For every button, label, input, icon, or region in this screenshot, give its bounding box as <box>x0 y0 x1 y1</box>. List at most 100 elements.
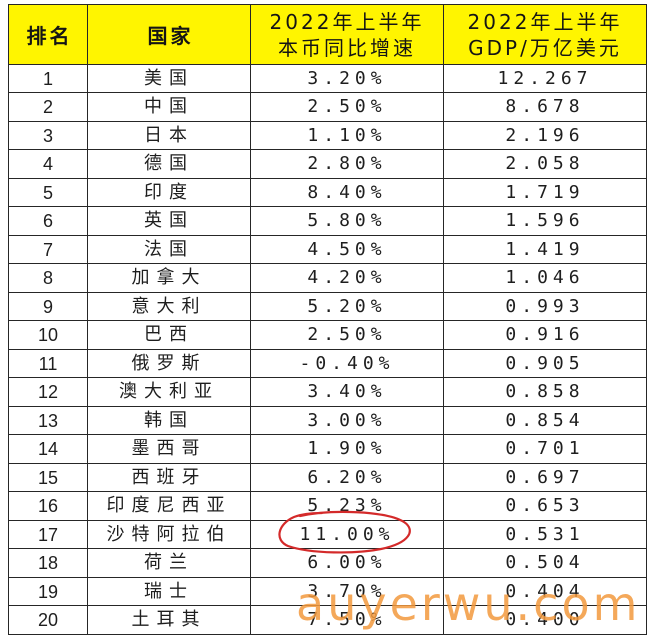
gdp-cell: 0.504 <box>443 548 647 578</box>
table-row: 19 瑞士 3.70% 0.404 <box>8 577 647 606</box>
header-country: 国家 <box>87 4 251 65</box>
country-cell: 瑞士 <box>87 577 251 606</box>
country-cell: 日本 <box>87 121 251 150</box>
growth-cell: 5.80% <box>250 206 444 236</box>
gdp-cell: 0.697 <box>443 463 647 492</box>
rank-cell: 20 <box>8 605 88 635</box>
header-growth-line-2: 本币同比增速 <box>278 35 416 60</box>
gdp-cell: 0.653 <box>443 491 647 521</box>
table-row: 3 日本 1.10% 2.196 <box>8 121 647 150</box>
gdp-cell: 0.993 <box>443 292 647 321</box>
header-gdp-line-1: 2022年上半年 <box>467 9 623 34</box>
growth-cell: 11.00% <box>250 520 444 549</box>
table-row: 13 韩国 3.00% 0.854 <box>8 406 647 435</box>
rank-cell: 16 <box>8 491 88 521</box>
country-cell: 沙特阿拉伯 <box>87 520 251 549</box>
country-cell: 意大利 <box>87 292 251 321</box>
growth-cell: 6.20% <box>250 463 444 492</box>
table-row: 6 英国 5.80% 1.596 <box>8 206 647 236</box>
table-row: 17 沙特阿拉伯 11.00% 0.531 <box>8 520 647 549</box>
rank-cell: 12 <box>8 377 88 407</box>
growth-cell: 1.10% <box>250 121 444 150</box>
rank-cell: 8 <box>8 263 88 293</box>
growth-cell: 6.00% <box>250 548 444 578</box>
growth-cell: 4.20% <box>250 263 444 293</box>
rank-cell: 3 <box>8 121 88 150</box>
growth-cell: 2.80% <box>250 149 444 179</box>
gdp-cell: 12.267 <box>443 64 647 93</box>
rank-cell: 6 <box>8 206 88 236</box>
growth-cell: 5.23% <box>250 491 444 521</box>
header-rank: 排名 <box>8 4 88 65</box>
country-cell: 澳大利亚 <box>87 377 251 407</box>
table-header: 排名 国家 2022年上半年 本币同比增速 2022年上半年 GDP/万亿美元 <box>8 4 647 65</box>
gdp-cell: 0.404 <box>443 577 647 606</box>
table-row: 5 印度 8.40% 1.719 <box>8 178 647 207</box>
country-cell: 荷兰 <box>87 548 251 578</box>
gdp-cell: 0.701 <box>443 434 647 464</box>
header-growth: 2022年上半年 本币同比增速 <box>250 4 444 65</box>
growth-cell: 2.50% <box>250 320 444 350</box>
growth-cell: 5.20% <box>250 292 444 321</box>
rank-cell: 13 <box>8 406 88 435</box>
table-header-row: 排名 国家 2022年上半年 本币同比增速 2022年上半年 GDP/万亿美元 <box>8 4 647 65</box>
country-cell: 法国 <box>87 235 251 264</box>
country-cell: 美国 <box>87 64 251 93</box>
country-cell: 西班牙 <box>87 463 251 492</box>
table-row: 8 加拿大 4.20% 1.046 <box>8 263 647 293</box>
growth-cell: 4.50% <box>250 235 444 264</box>
header-gdp-line-2: GDP/万亿美元 <box>468 35 622 60</box>
growth-cell: 3.70% <box>250 577 444 606</box>
growth-cell: 2.50% <box>250 92 444 122</box>
country-cell: 韩国 <box>87 406 251 435</box>
header-gdp: 2022年上半年 GDP/万亿美元 <box>443 4 647 65</box>
country-cell: 土耳其 <box>87 605 251 635</box>
table-row: 9 意大利 5.20% 0.993 <box>8 292 647 321</box>
gdp-cell: 0.854 <box>443 406 647 435</box>
rank-cell: 9 <box>8 292 88 321</box>
table-row: 18 荷兰 6.00% 0.504 <box>8 548 647 578</box>
country-cell: 中国 <box>87 92 251 122</box>
rank-cell: 2 <box>8 92 88 122</box>
growth-cell: 3.00% <box>250 406 444 435</box>
table-row: 16 印度尼西亚 5.23% 0.653 <box>8 491 647 521</box>
rank-cell: 17 <box>8 520 88 549</box>
rank-cell: 4 <box>8 149 88 179</box>
table-row: 14 墨西哥 1.90% 0.701 <box>8 434 647 464</box>
header-growth-line-1: 2022年上半年 <box>269 9 425 34</box>
table-row: 2 中国 2.50% 8.678 <box>8 92 647 122</box>
country-cell: 印度尼西亚 <box>87 491 251 521</box>
table-body: 1 美国 3.20% 12.267 2 中国 2.50% 8.678 3 日本 1.10% 2.196… <box>8 64 647 635</box>
gdp-cell: 0.400 <box>443 605 647 635</box>
rank-cell: 15 <box>8 463 88 492</box>
rank-cell: 1 <box>8 64 88 93</box>
table-row: 4 德国 2.80% 2.058 <box>8 149 647 179</box>
gdp-cell: 1.419 <box>443 235 647 264</box>
gdp-cell: 0.916 <box>443 320 647 350</box>
growth-cell: -0.40% <box>250 349 444 378</box>
country-cell: 加拿大 <box>87 263 251 293</box>
rank-cell: 19 <box>8 577 88 606</box>
gdp-cell: 0.531 <box>443 520 647 549</box>
growth-cell: 8.40% <box>250 178 444 207</box>
table-row: 20 土耳其 7.50% 0.400 <box>8 605 647 635</box>
rank-cell: 5 <box>8 178 88 207</box>
gdp-cell: 0.858 <box>443 377 647 407</box>
rank-cell: 14 <box>8 434 88 464</box>
rank-cell: 11 <box>8 349 88 378</box>
table-row: 10 巴西 2.50% 0.916 <box>8 320 647 350</box>
table-row: 15 西班牙 6.20% 0.697 <box>8 463 647 492</box>
table-row: 12 澳大利亚 3.40% 0.858 <box>8 377 647 407</box>
gdp-cell: 1.046 <box>443 263 647 293</box>
growth-cell: 7.50% <box>250 605 444 635</box>
gdp-cell: 1.596 <box>443 206 647 236</box>
gdp-cell: 8.678 <box>443 92 647 122</box>
table-row: 1 美国 3.20% 12.267 <box>8 64 647 93</box>
gdp-ranking-table: 排名 国家 2022年上半年 本币同比增速 2022年上半年 GDP/万亿美元 … <box>8 4 647 635</box>
rank-cell: 10 <box>8 320 88 350</box>
growth-cell: 3.40% <box>250 377 444 407</box>
country-cell: 德国 <box>87 149 251 179</box>
country-cell: 俄罗斯 <box>87 349 251 378</box>
rank-cell: 18 <box>8 548 88 578</box>
gdp-cell: 2.196 <box>443 121 647 150</box>
